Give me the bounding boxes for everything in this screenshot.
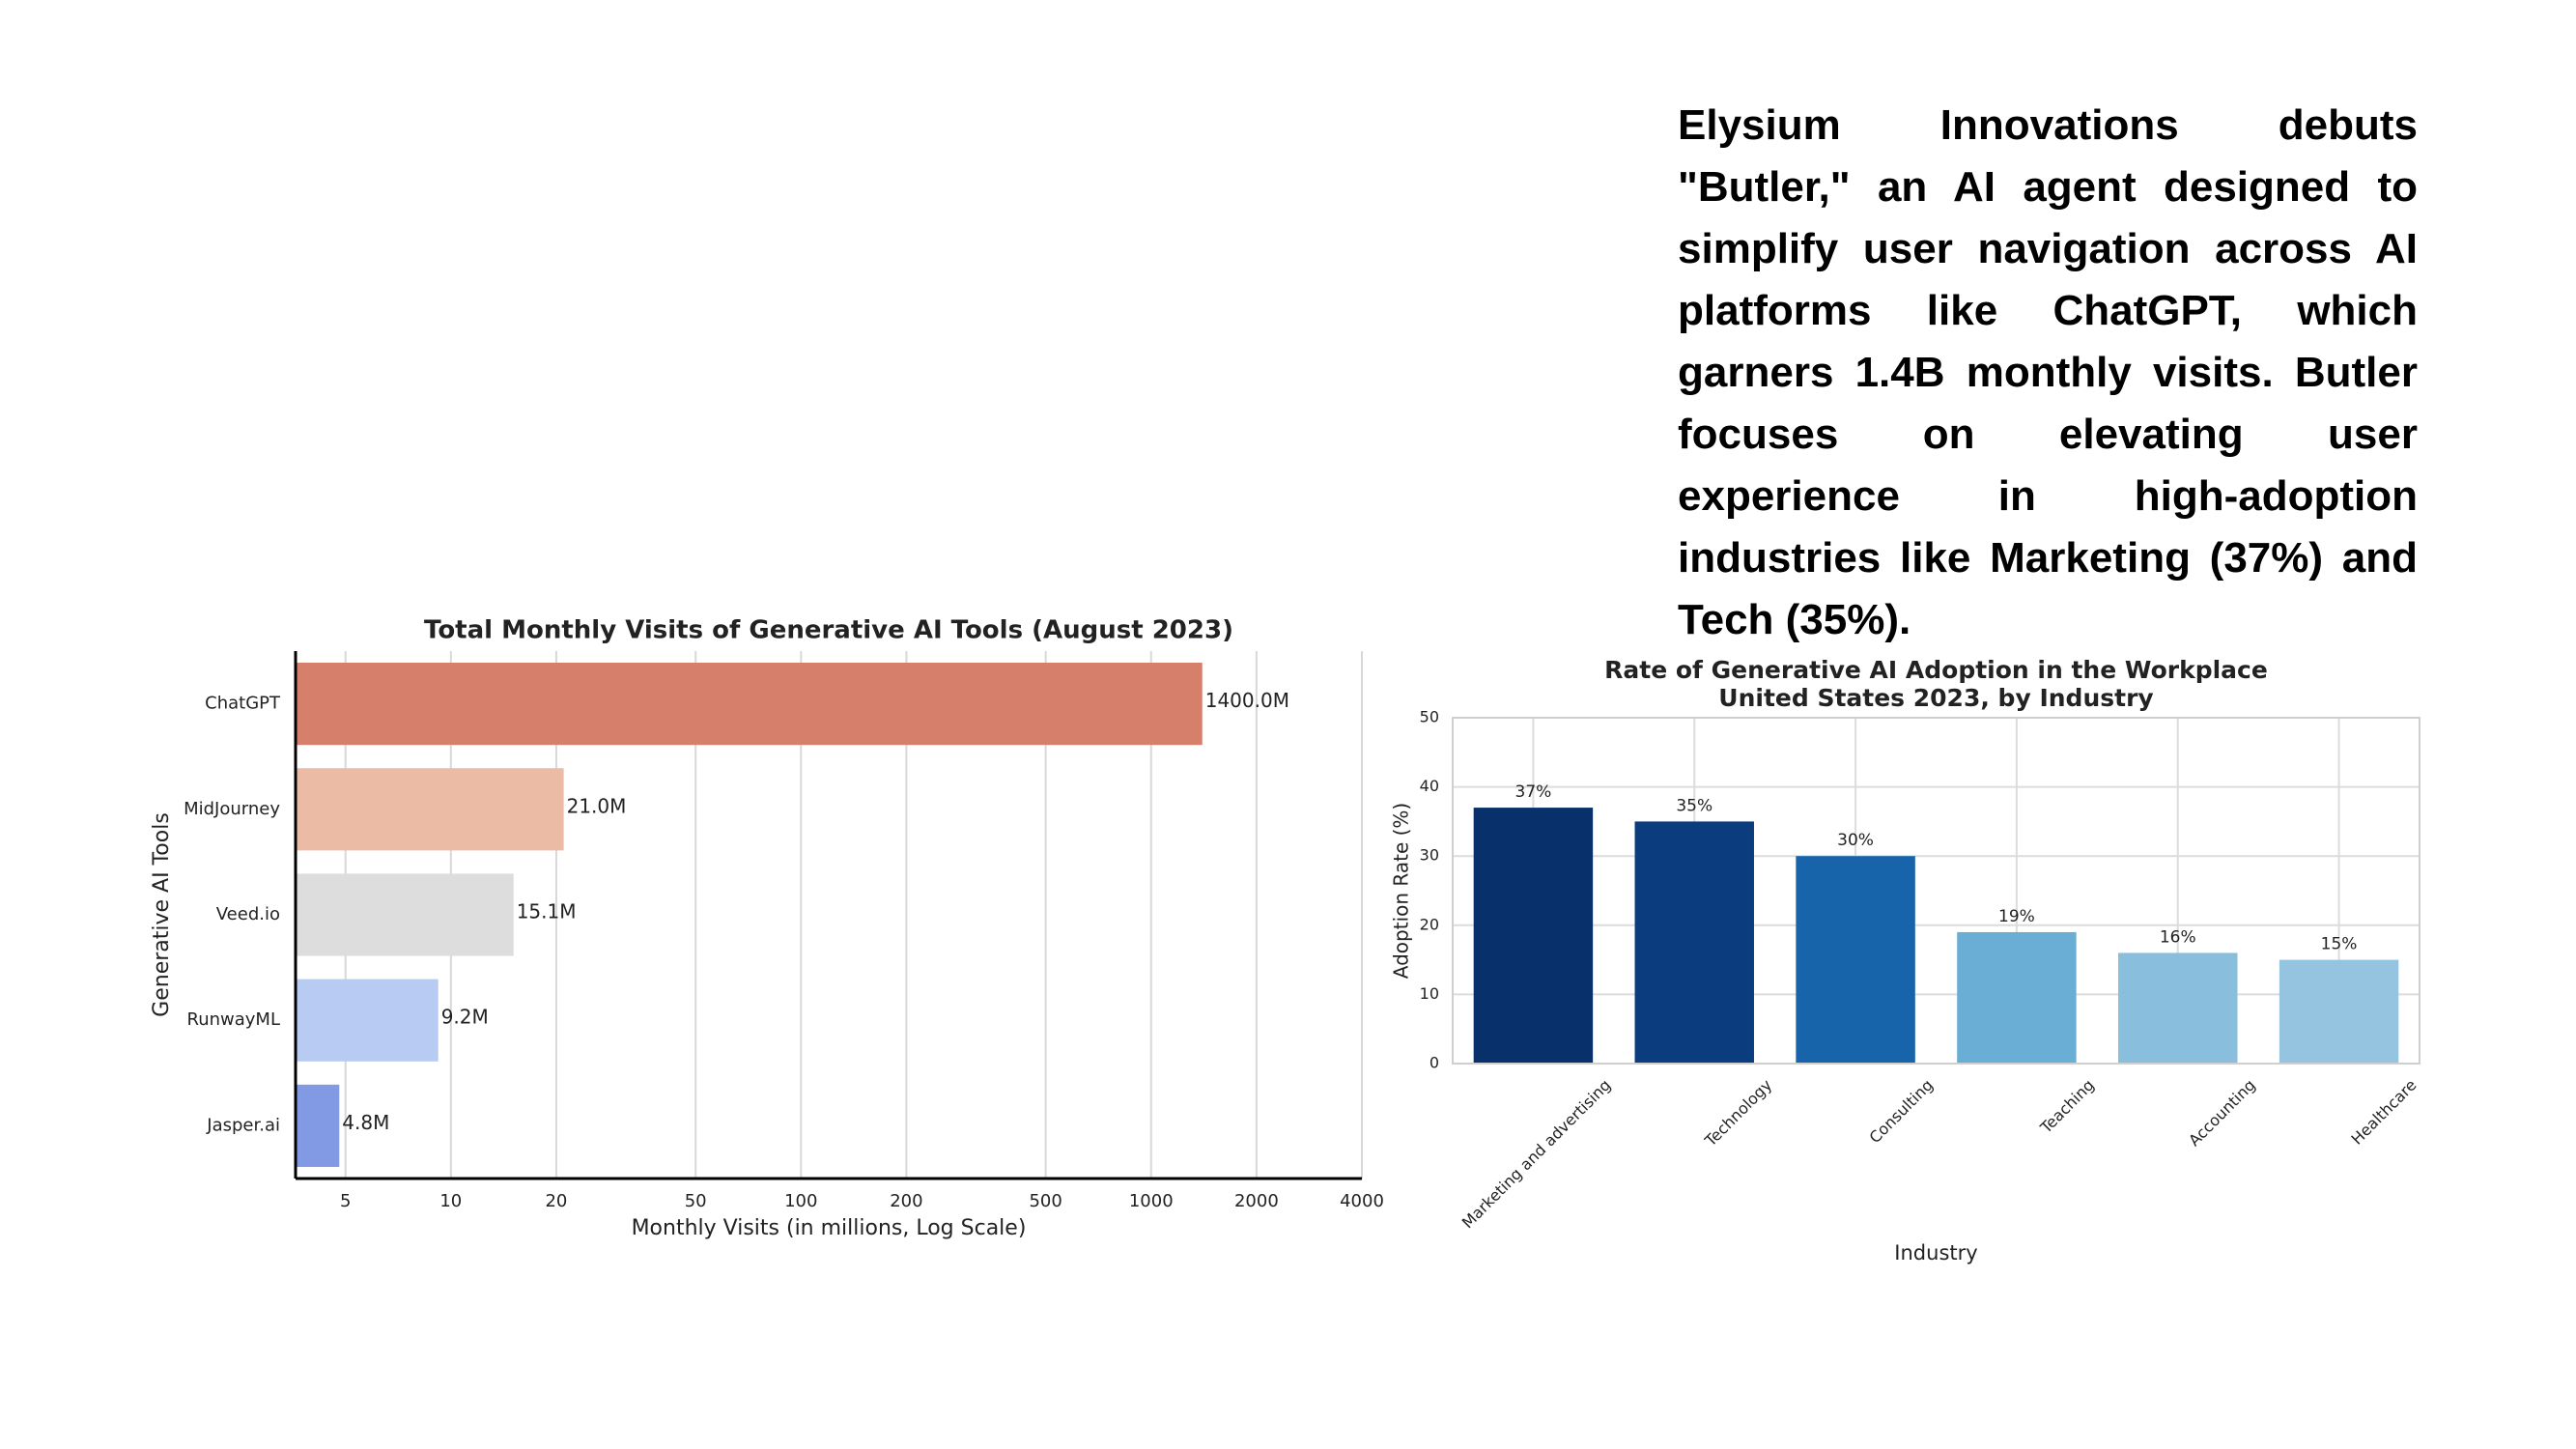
x-tick-label: 2000 [1234, 1191, 1279, 1211]
value-label: 9.2M [441, 1006, 489, 1029]
value-label: 1400.0M [1205, 689, 1289, 712]
bar [1957, 931, 2077, 1064]
bar [296, 979, 439, 1062]
x-tick-label: 20 [545, 1191, 567, 1211]
y-tick-label: 0 [1430, 1054, 1439, 1072]
value-label: 15.1M [517, 900, 577, 923]
x-axis-label: Monthly Visits (in millions, Log Scale) [632, 1216, 1027, 1240]
bar [1473, 808, 1594, 1064]
x-tick-label: 200 [890, 1191, 922, 1211]
bar [2279, 959, 2399, 1064]
y-tick-label: Jasper.ai [206, 1115, 280, 1135]
bar [296, 663, 1203, 746]
y-tick-label: 20 [1420, 915, 1439, 933]
y-tick-label: RunwayML [187, 1009, 280, 1030]
value-label: 15% [2321, 935, 2358, 954]
x-tick-label: Healthcare [2347, 1076, 2420, 1149]
value-label: 4.8M [342, 1111, 389, 1134]
x-tick-label: 10 [439, 1191, 462, 1211]
x-tick-label: 50 [685, 1191, 707, 1211]
bar [2118, 952, 2238, 1064]
x-tick-label: 1000 [1129, 1191, 1174, 1211]
value-label: 21.0M [567, 794, 627, 817]
y-tick-label: 10 [1420, 984, 1439, 1003]
x-tick-label: Accounting [2185, 1076, 2259, 1151]
x-tick-label: Marketing and advertising [1458, 1076, 1615, 1233]
bar [296, 873, 514, 956]
value-label: 16% [2160, 927, 2196, 947]
value-label: 35% [1676, 796, 1713, 815]
y-axis-label: Adoption Rate (%) [1390, 803, 1413, 979]
x-tick-label: 5 [340, 1191, 351, 1211]
bar [1634, 821, 1754, 1064]
chart-title: Rate of Generative AI Adoption in the Wo… [1604, 656, 2268, 684]
y-tick-label: ChatGPT [205, 694, 281, 714]
y-tick-label: 30 [1420, 846, 1439, 865]
x-tick-label: 100 [784, 1191, 817, 1211]
y-tick-label: 50 [1420, 708, 1439, 726]
x-tick-label: Consulting [1866, 1076, 1938, 1148]
x-tick-label: Teaching [2036, 1076, 2098, 1138]
y-tick-label: MidJourney [184, 799, 280, 819]
paragraph: Elysium Innovations debuts "Butler," an … [1678, 101, 2418, 643]
bar [296, 768, 564, 851]
y-tick-label: Veed.io [216, 904, 280, 924]
x-tick-label: 4000 [1340, 1191, 1384, 1211]
x-tick-label: Technology [1701, 1076, 1776, 1151]
plot-frame [1452, 717, 2420, 1065]
x-tick-label: 500 [1029, 1191, 1062, 1211]
y-axis-label: Generative AI Tools [150, 812, 174, 1017]
bar [1796, 856, 1915, 1064]
value-label: 19% [1998, 907, 2035, 926]
chart-subtitle: United States 2023, by Industry [1718, 684, 2153, 712]
y-tick-label: 40 [1420, 777, 1439, 795]
chart-title: Total Monthly Visits of Generative AI To… [424, 616, 1233, 645]
value-label: 30% [1837, 831, 1874, 850]
x-axis-label: Industry [1894, 1241, 1977, 1264]
bar [296, 1084, 340, 1167]
value-label: 37% [1515, 782, 1552, 802]
